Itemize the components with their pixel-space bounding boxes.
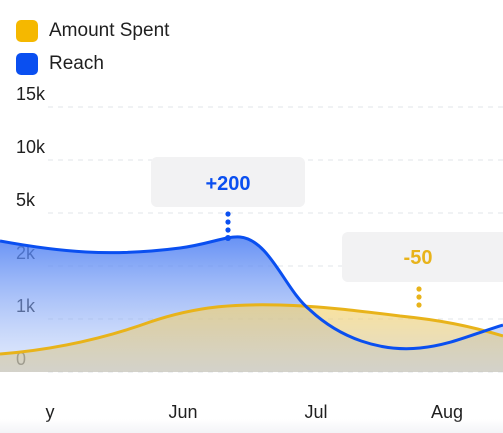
legend-item-amount-spent[interactable]: Amount Spent <box>16 14 169 47</box>
y-tick-label: 10k <box>16 137 46 157</box>
callout-reach-point <box>225 235 231 241</box>
x-tick-label: Jul <box>304 402 327 422</box>
bottom-fade <box>0 419 503 433</box>
legend-swatch-amount-spent <box>16 19 38 42</box>
callout-amount-spent[interactable]: -50 <box>342 232 503 308</box>
x-tick-label: y <box>46 402 55 422</box>
callout-reach-dots <box>225 211 231 233</box>
series-line-reach <box>0 235 503 351</box>
legend-label-reach: Reach <box>49 52 104 74</box>
callout-reach-label: +200 <box>205 173 250 195</box>
legend-item-reach[interactable]: Reach <box>16 47 169 80</box>
series-line-amount-spent <box>0 303 503 356</box>
x-tick-label: Aug <box>431 402 463 422</box>
callout-amount-spent-label: -50 <box>404 247 433 269</box>
x-axis-ticks: y Jun Jul Aug <box>46 402 464 422</box>
series-area-amount-spent <box>0 304 503 372</box>
legend-swatch-reach <box>16 52 38 75</box>
y-tick-label: 5k <box>16 190 36 210</box>
x-tick-label: Jun <box>168 402 197 422</box>
callout-reach[interactable]: +200 <box>151 157 305 241</box>
callout-amount-spent-dots <box>416 286 422 308</box>
legend: Amount Spent Reach <box>16 14 169 80</box>
legend-label-amount-spent: Amount Spent <box>49 19 170 41</box>
callout-reach-box <box>151 157 305 207</box>
y-tick-label: 15k <box>16 84 46 104</box>
callout-amount-spent-box <box>342 232 503 282</box>
